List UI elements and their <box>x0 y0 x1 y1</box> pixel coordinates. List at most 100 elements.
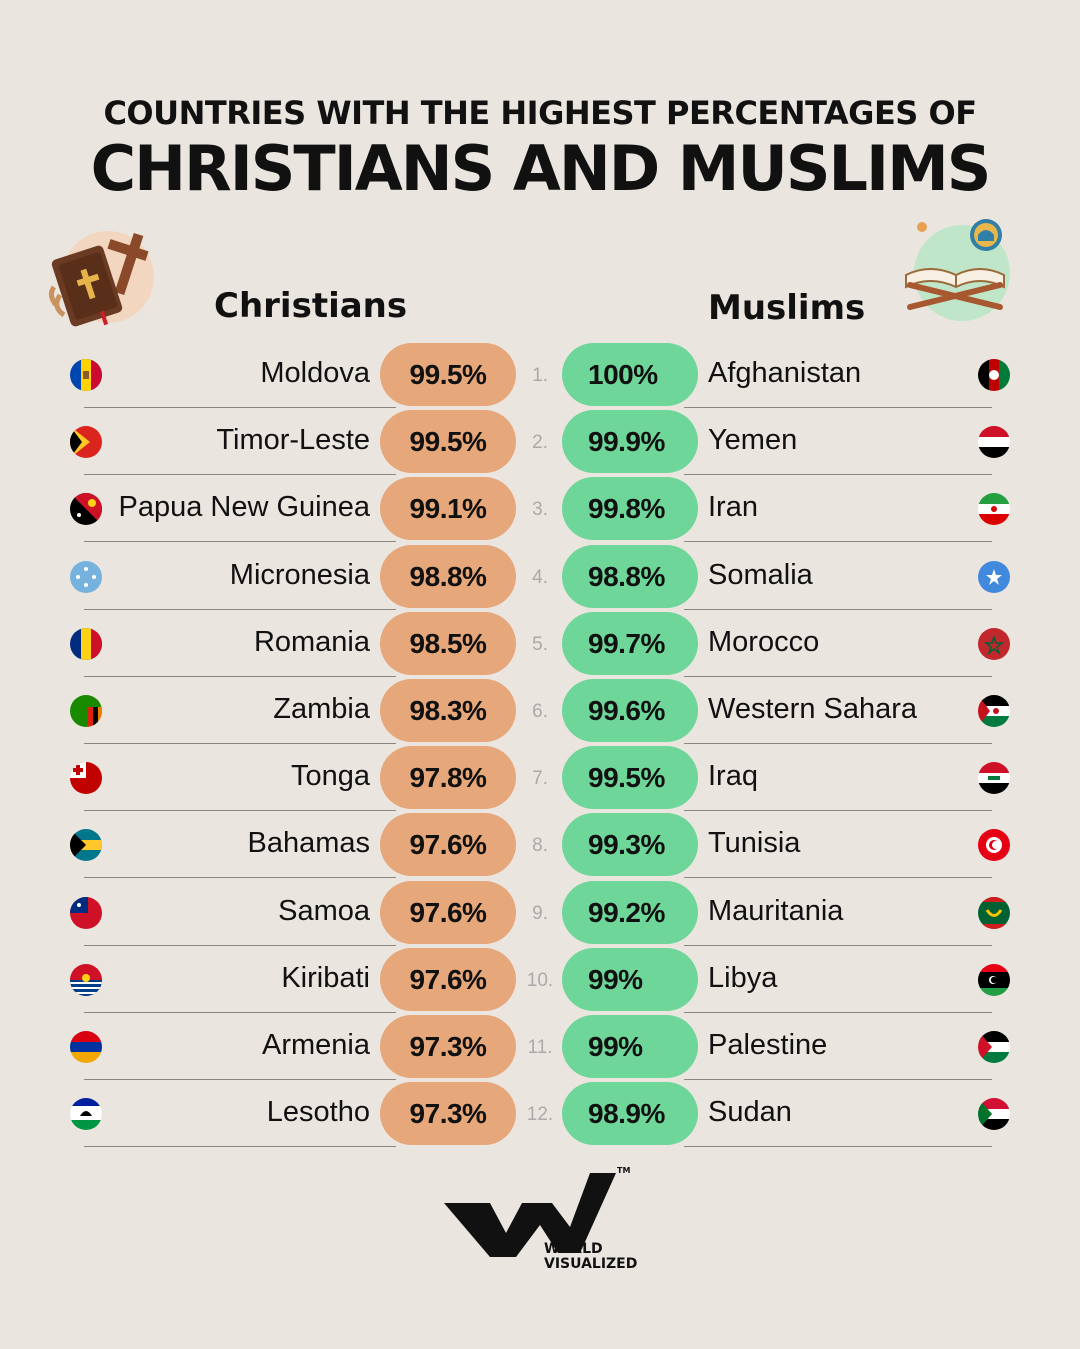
logo-text-visualized: VISUALIZED <box>544 1256 638 1272</box>
christian-percentage: 97.8% <box>380 746 516 810</box>
muslim-country-flag-icon <box>978 963 1010 996</box>
muslim-percentage: 99.6% <box>562 679 698 742</box>
muslim-country-flag-icon <box>978 627 1010 660</box>
christian-country-flag-icon <box>70 695 102 727</box>
christian-country-name: Lesotho <box>266 1096 370 1129</box>
christian-country-name: Zambia <box>273 693 370 725</box>
table-row: Timor-Leste 99.5% 2. 99.9% Yemen <box>0 408 1080 476</box>
christian-country-flag-icon <box>70 762 102 795</box>
muslim-country-name: Western Sahara <box>708 693 918 725</box>
table-row: Armenia 97.3% 11. 99% Palestine <box>0 1013 1080 1080</box>
table-row: Kiribati 97.6% 10. 99% Libya <box>0 946 1080 1013</box>
rank-number: 3. <box>532 499 548 521</box>
christian-country-name: Armenia <box>262 1029 370 1061</box>
muslim-percentage: 99% <box>562 947 698 1011</box>
row-divider <box>84 877 396 879</box>
rank-number: 9. <box>532 902 548 924</box>
rank-number: 1. <box>532 365 548 386</box>
christian-percentage: 97.3% <box>380 1015 516 1078</box>
title-line-1: COUNTRIES WITH THE HIGHEST PERCENTAGES O… <box>103 94 977 132</box>
muslim-country-flag-icon <box>978 829 1010 862</box>
christian-country-name: Tonga <box>290 760 370 793</box>
row-divider <box>684 1146 992 1148</box>
table-row: Samoa 97.6% 9. 99.2% Mauritania <box>0 879 1080 946</box>
muslim-percentage: 99.7% <box>562 611 698 675</box>
muslim-country-flag-icon <box>978 1098 1010 1131</box>
row-divider <box>84 474 396 476</box>
muslim-country-name: Somalia <box>708 558 813 591</box>
table-row: Moldova 99.5% 1. 100% Afghanistan <box>0 341 1080 408</box>
world-visualized-logo <box>444 1173 616 1257</box>
muslim-country-flag-icon <box>978 493 1010 526</box>
rank-number: 4. <box>532 566 548 588</box>
table-row: Papua New Guinea 99.1% 3. 99.8% Iran <box>0 475 1080 543</box>
christian-country-flag-icon <box>70 493 102 526</box>
christian-percentage: 97.6% <box>380 947 516 1011</box>
row-divider <box>84 675 396 677</box>
row-divider <box>84 944 396 946</box>
muslim-country-name: Yemen <box>708 424 798 457</box>
muslim-country-flag-icon <box>978 426 1010 459</box>
muslim-country-name: Iran <box>708 491 758 524</box>
row-divider <box>84 608 396 610</box>
christian-percentage: 98.3% <box>380 679 516 742</box>
muslim-percentage: 99.5% <box>562 746 698 810</box>
muslim-country-name: Morocco <box>708 625 820 658</box>
muslim-percentage: 98.8% <box>562 544 698 608</box>
christian-country-name: Timor-Leste <box>216 424 370 457</box>
title-line-2: CHRISTIANS AND MUSLIMS <box>90 132 992 205</box>
quran-mosque-icon <box>905 219 1010 321</box>
row-divider <box>684 1079 992 1080</box>
table-row: Romania 98.5% 5. 99.7% Morocco <box>0 610 1080 677</box>
christian-country-name: Samoa <box>278 894 370 927</box>
muslim-percentage: 99% <box>562 1015 698 1078</box>
row-divider <box>684 1011 992 1013</box>
christian-country-flag-icon <box>70 426 102 459</box>
rank-number: 10. <box>526 969 554 991</box>
christian-country-name: Romania <box>253 625 370 658</box>
muslim-percentage: 100% <box>562 343 698 406</box>
row-divider <box>84 407 396 408</box>
rank-number: 6. <box>532 701 548 722</box>
muslim-country-flag-icon <box>978 1031 1010 1063</box>
row-divider <box>84 1011 396 1013</box>
christians-header: Christians <box>214 286 408 326</box>
muslim-country-flag-icon <box>978 560 1010 593</box>
row-divider <box>684 675 992 677</box>
christian-country-flag-icon <box>70 359 102 391</box>
table-row: Tonga 97.8% 7. 99.5% Iraq <box>0 744 1080 812</box>
christian-percentage: 97.6% <box>380 880 516 944</box>
muslim-country-name: Palestine <box>708 1029 828 1061</box>
row-divider <box>684 944 992 946</box>
row-divider <box>684 474 992 476</box>
christian-country-flag-icon <box>70 1031 102 1063</box>
rank-number: 12. <box>526 1104 554 1126</box>
row-divider <box>684 541 992 543</box>
muslims-header: Muslims <box>708 288 866 328</box>
christian-country-flag-icon <box>70 560 102 593</box>
row-divider <box>684 608 992 610</box>
bible-cross-icon <box>48 231 154 327</box>
row-divider <box>84 1079 396 1080</box>
christian-country-flag-icon <box>70 627 102 660</box>
table-row: Zambia 98.3% 6. 99.6% Western Sahara <box>0 677 1080 744</box>
table-row: Micronesia 98.8% 4. 98.8% Somalia <box>0 543 1080 610</box>
table-row: Bahamas 97.6% 8. 99.3% Tunisia <box>0 811 1080 879</box>
muslim-percentage: 99.2% <box>562 880 698 944</box>
table-row: Lesotho 97.3% 12. 98.9% Sudan <box>0 1080 1080 1148</box>
muslim-percentage: 99.8% <box>562 477 698 541</box>
christian-percentage: 98.5% <box>380 611 516 675</box>
christian-country-name: Micronesia <box>229 558 370 591</box>
row-divider <box>684 407 992 408</box>
christian-percentage: 99.5% <box>380 410 516 474</box>
row-divider <box>684 810 992 812</box>
muslim-country-name: Iraq <box>708 760 758 793</box>
muslim-country-flag-icon <box>978 896 1010 929</box>
christian-country-name: Moldova <box>260 357 370 389</box>
christian-percentage: 99.5% <box>380 343 516 406</box>
christian-country-flag-icon <box>70 1098 102 1131</box>
christian-percentage: 97.3% <box>380 1082 516 1146</box>
row-divider <box>84 810 396 812</box>
christian-country-name: Papua New Guinea <box>118 491 371 524</box>
muslim-country-flag-icon <box>978 359 1010 391</box>
